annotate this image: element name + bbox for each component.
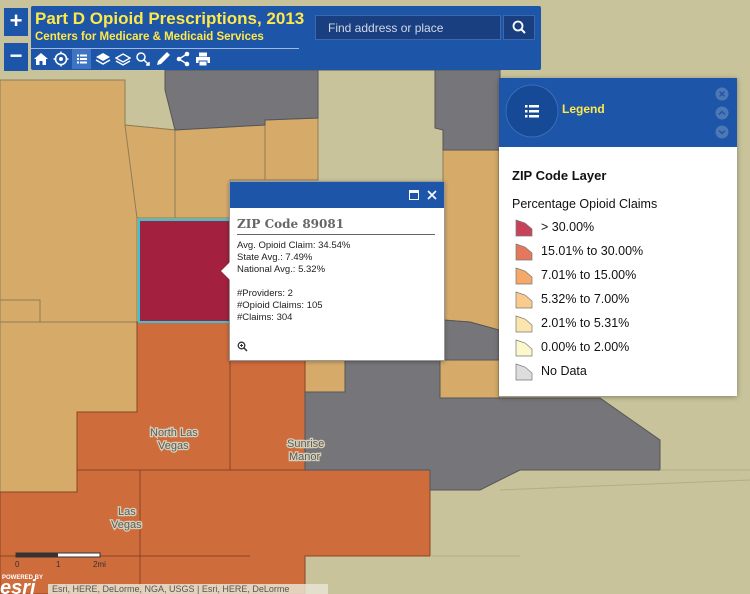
list-tool-active[interactable] (72, 49, 91, 69)
popup-line-national-avg: National Avg.: 5.32% (237, 264, 326, 275)
place-label-north-las-vegas: North Las Vegas (150, 427, 198, 452)
attribution-text: Esri, HERE, DeLorme, NGA, USGS | Esri, H… (52, 584, 289, 594)
legend-swatch (515, 291, 533, 309)
legend-item-label: 7.01% to 15.00% (541, 268, 637, 282)
legend-swatch (515, 339, 533, 357)
search-input[interactable]: Find address or place (315, 15, 501, 40)
popup-pointer (221, 262, 230, 280)
legend-panel: Legend ZIP Code Layer Percentage Opioid … (499, 78, 737, 396)
print-icon[interactable] (195, 51, 211, 67)
powered-by-text: POWERED BY (2, 575, 43, 581)
popup-divider (237, 234, 435, 235)
legend-item-label: > 30.00% (541, 220, 595, 234)
popup-line-claims: #Claims: 304 (237, 312, 293, 323)
legend-field-name: Percentage Opioid Claims (512, 197, 658, 211)
search-button[interactable] (503, 15, 535, 40)
search-icon (512, 20, 526, 34)
legend-collapse-icon[interactable] (715, 125, 729, 139)
legend-layer-name: ZIP Code Layer (512, 168, 607, 183)
list-icon (77, 54, 87, 64)
app-title: Part D Opioid Prescriptions, 2013 (35, 9, 305, 28)
measure-icon[interactable] (155, 51, 171, 67)
legend-swatch (515, 219, 533, 237)
popup-line-state-avg: State Avg.: 7.49% (237, 252, 313, 263)
legend-item-label: 5.32% to 7.00% (541, 292, 630, 306)
selected-zip-89081[interactable] (138, 219, 231, 323)
legend-close-icon[interactable] (715, 87, 729, 101)
scale-bar: 0 1 2mi (15, 552, 106, 569)
place-las-vegas-line2: Vegas (111, 519, 142, 531)
place-label-sunrise-manor: Sunrise Manor (287, 438, 324, 463)
place-las-vegas-line1: Las (118, 506, 136, 518)
legend-swatch (515, 267, 533, 285)
legend-item-label: 0.00% to 2.00% (541, 340, 630, 354)
legend-expand-icon[interactable] (715, 106, 729, 120)
info-popup: ZIP Code 89081 Avg. Opioid Claim: 34.54%… (221, 181, 445, 361)
zoom-out-button[interactable]: − (4, 43, 28, 71)
scale-label-1: 1 (56, 560, 61, 569)
layers-icon[interactable] (95, 51, 111, 67)
legend-item-label: 15.01% to 30.00% (541, 244, 644, 258)
place-north-las-vegas-line1: North Las (150, 427, 198, 439)
close-icon[interactable] (427, 190, 437, 200)
header-divider (31, 48, 299, 49)
popup-titlebar (230, 182, 444, 208)
place-north-las-vegas-line2: Vegas (158, 440, 189, 452)
place-sunrise-manor-line1: Sunrise (287, 438, 324, 450)
legend-title: Legend (562, 102, 605, 116)
light-area-borders (430, 469, 750, 557)
zip-areas-nodata (164, 69, 661, 491)
maximize-icon[interactable] (409, 190, 419, 200)
app-subtitle: Centers for Medicare & Medicaid Services (35, 31, 264, 43)
popup-title: ZIP Code 89081 (237, 217, 345, 231)
place-label-las-vegas: Las Vegas (111, 506, 142, 531)
home-icon[interactable] (33, 51, 49, 67)
legend-swatch (515, 243, 533, 261)
legend-swatch (515, 315, 533, 333)
locate-icon[interactable] (53, 51, 69, 67)
esri-logo[interactable]: esri (0, 577, 36, 594)
scale-label-2: 2mi (93, 560, 106, 569)
zoom-in-button[interactable]: + (4, 8, 28, 36)
scale-label-0: 0 (15, 560, 20, 569)
legend-item-label: 2.01% to 5.31% (541, 316, 630, 330)
legend-swatch (515, 363, 533, 381)
bookmark-icon[interactable] (135, 51, 151, 67)
attribution-bar (48, 584, 328, 594)
popup-line-providers: #Providers: 2 (237, 288, 293, 299)
legend-item-label: No Data (541, 364, 587, 378)
zoom-to-icon[interactable] (237, 341, 248, 352)
popup-line-avg-claim: Avg. Opioid Claim: 34.54% (237, 240, 351, 251)
app-header: Part D Opioid Prescriptions, 2013 Center… (31, 6, 541, 70)
legend-list-icon[interactable] (504, 83, 560, 139)
popup-line-opioid-claims: #Opioid Claims: 105 (237, 300, 323, 311)
place-sunrise-manor-line2: Manor (289, 451, 321, 463)
legend-header: Legend (499, 78, 737, 147)
basemap-icon[interactable] (115, 51, 131, 67)
share-icon[interactable] (175, 51, 191, 67)
